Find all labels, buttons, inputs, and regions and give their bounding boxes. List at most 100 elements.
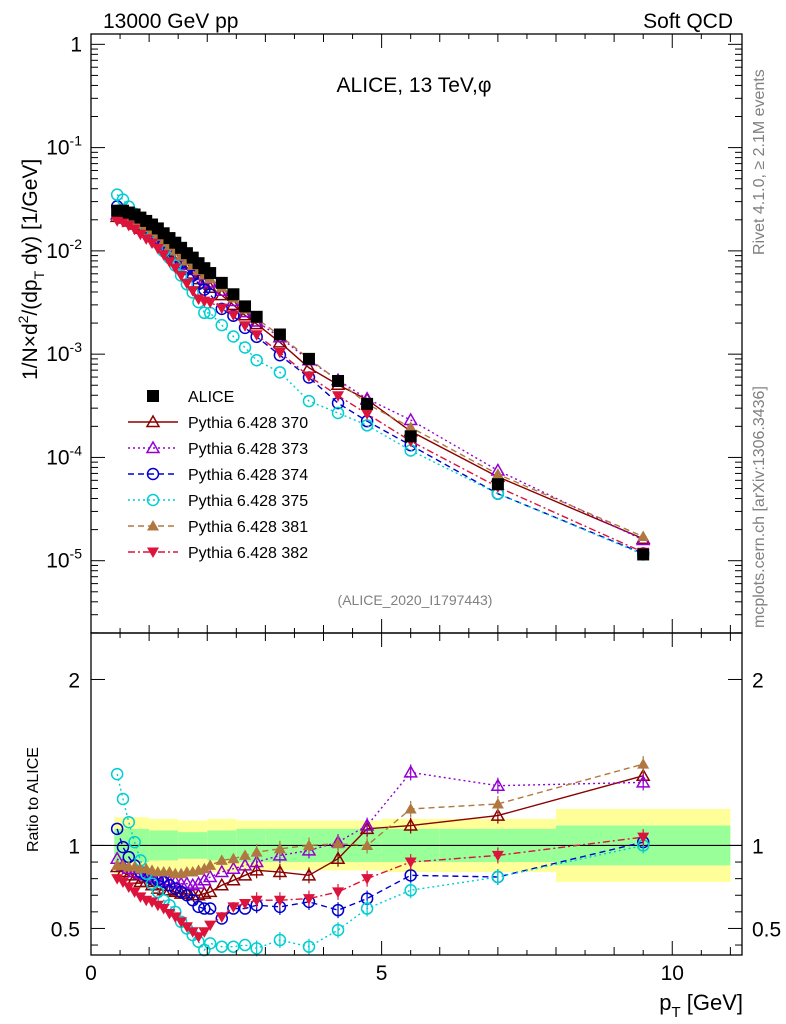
series-point — [302, 394, 316, 408]
data-point — [239, 300, 252, 313]
legend-label: Pythia 6.428 374 — [188, 467, 308, 484]
ratio-point — [227, 852, 240, 864]
y-tick-label: 10-5 — [46, 546, 82, 573]
legend-label: Pythia 6.428 381 — [188, 519, 308, 536]
series-point — [204, 297, 217, 309]
top-y-axis-label: 1/N×d2/(dpT dy) [1/GeV] — [15, 159, 47, 380]
ratio-point — [272, 864, 288, 878]
series-point — [140, 234, 153, 245]
ratio-point — [359, 818, 375, 831]
ratio-point — [237, 857, 253, 871]
legend-marker — [146, 493, 160, 507]
ratio-point — [302, 940, 316, 953]
ratio-point — [332, 837, 345, 849]
y-tick-label: 10-4 — [46, 442, 82, 469]
series-point — [157, 250, 170, 261]
x-tick-label: 0 — [85, 962, 97, 985]
legend-label: Pythia 6.428 375 — [188, 493, 308, 510]
series-point — [175, 270, 188, 282]
legend-entry-2: Pythia 6.428 373 — [128, 440, 308, 458]
ratio-point — [491, 797, 504, 809]
series-point — [186, 286, 199, 297]
ratio-point — [273, 895, 286, 907]
ratio-point — [214, 877, 230, 891]
ratio-point — [637, 758, 650, 769]
ratio-point — [361, 874, 374, 885]
ratio-point — [404, 802, 417, 814]
legend-marker — [145, 440, 161, 454]
series-point — [122, 220, 135, 232]
data-point — [302, 352, 315, 365]
ratio-point — [110, 822, 124, 836]
series-point — [227, 330, 240, 343]
ratio-point — [198, 902, 211, 915]
series-point — [151, 243, 164, 255]
ratio-point — [403, 764, 418, 778]
data-point — [361, 397, 374, 410]
ratio-point — [239, 849, 252, 860]
ratio-point — [273, 933, 287, 947]
data-point — [204, 267, 217, 280]
series-point — [302, 371, 315, 383]
data-series — [111, 204, 650, 561]
ratio-point — [302, 894, 315, 905]
ratio-point — [361, 839, 374, 850]
legend-label: Pythia 6.428 370 — [188, 415, 308, 432]
legend-label: Pythia 6.428 382 — [188, 545, 308, 562]
data-point — [273, 328, 286, 341]
series-point — [491, 468, 504, 479]
ratio-point — [110, 767, 124, 781]
ratio-point — [121, 867, 137, 881]
ratio-point — [250, 846, 263, 857]
legend-entry-4: Pythia 6.428 375 — [128, 493, 308, 510]
ratio-point — [197, 886, 212, 899]
legend-entry-6: Pythia 6.428 382 — [128, 545, 308, 562]
series-point — [238, 341, 252, 354]
series-point — [227, 309, 240, 322]
series-point — [163, 257, 176, 268]
ratio-point — [191, 876, 206, 889]
ratio-point — [116, 792, 130, 806]
header-left-label: 13000 GeV pp — [103, 10, 238, 33]
ratio-point — [404, 857, 417, 869]
ratio-y-axis-label: Ratio to ALICE — [25, 747, 42, 852]
ratio-point — [330, 851, 346, 864]
legend-entry-5: Pythia 6.428 381 — [128, 519, 308, 536]
data-point — [227, 288, 240, 301]
x-tick-label: 10 — [661, 962, 684, 985]
ratio-point — [204, 920, 217, 932]
ratio-point — [145, 877, 159, 890]
ratio-point — [238, 938, 252, 952]
ratio-point — [239, 899, 252, 910]
spectrum-plot — [109, 188, 651, 561]
ratio-point — [227, 940, 240, 953]
ratio-tick-label-right: 1 — [752, 835, 764, 858]
data-point — [215, 276, 228, 289]
y-tick-label: 1 — [70, 33, 82, 56]
ratio-point — [215, 854, 228, 865]
side-label-top: Rivet 4.1.0, ≥ 2.1M events — [751, 69, 768, 255]
header-right-label: Soft QCD — [643, 10, 733, 33]
ratio-point — [151, 900, 164, 912]
bottom-frame — [90, 632, 743, 956]
data-point — [637, 548, 650, 561]
series-point — [198, 306, 211, 320]
axes: 0 5 10 10-5 10-4 10-3 10-2 10-1 1 0.5 0.5 1 1 2 2 — [46, 33, 781, 985]
series-point — [215, 318, 229, 332]
series-point — [134, 229, 147, 241]
ratio-tick-label-left: 1 — [68, 835, 80, 858]
ratio-point — [226, 872, 241, 886]
ratio-tick-label-right: 2 — [752, 669, 764, 692]
series-point — [637, 530, 650, 542]
side-label-bottom: mcplots.cern.ch [arXiv:1306.3436] — [751, 386, 768, 628]
ratio-tick-label-right: 0.5 — [752, 918, 781, 941]
ratio-point — [226, 861, 241, 874]
ratio-point — [301, 867, 317, 881]
ratio-point — [185, 877, 201, 891]
data-point — [491, 478, 504, 491]
legend-marker — [147, 390, 159, 402]
ratio-point — [192, 900, 205, 914]
series-point — [180, 278, 193, 290]
ratio-point — [214, 864, 230, 878]
